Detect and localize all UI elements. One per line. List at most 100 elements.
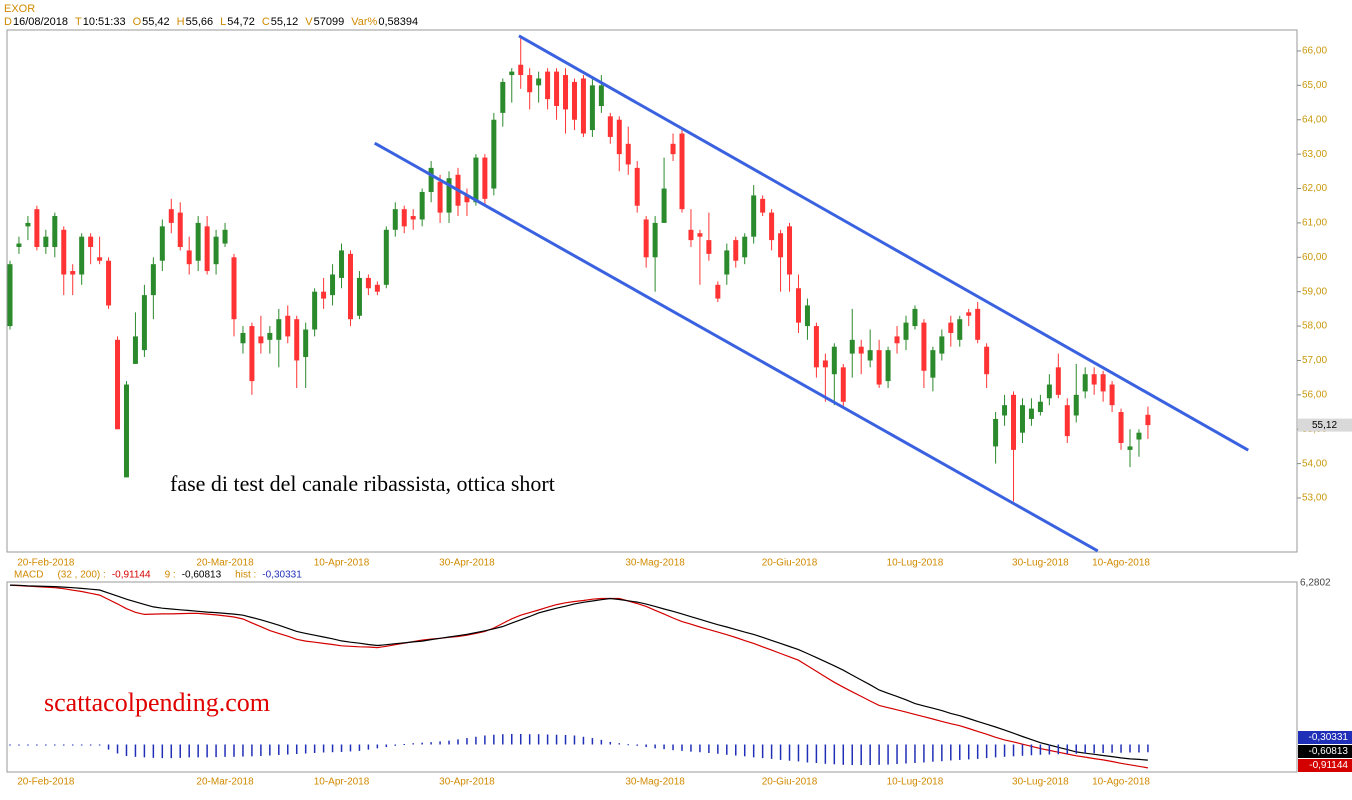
candle-body bbox=[894, 336, 900, 344]
candle-body bbox=[939, 336, 945, 354]
hist-bar bbox=[663, 744, 665, 750]
hist-bar bbox=[887, 744, 889, 765]
info-value: 55,12 bbox=[271, 16, 299, 28]
candle-body bbox=[706, 240, 712, 254]
candle-body bbox=[43, 236, 49, 247]
hist-bar bbox=[502, 734, 504, 745]
candle-body bbox=[822, 360, 828, 368]
candle-body bbox=[580, 78, 586, 134]
hist-bar bbox=[976, 744, 979, 759]
candle-body bbox=[787, 226, 793, 275]
candle-body bbox=[688, 229, 694, 241]
hist-bar bbox=[493, 734, 495, 745]
hist-bar bbox=[779, 744, 782, 760]
candle-body bbox=[437, 181, 443, 213]
candle-body bbox=[1109, 384, 1115, 406]
candle-body bbox=[652, 222, 658, 258]
candle-body bbox=[446, 178, 452, 213]
info-key: T bbox=[75, 16, 82, 28]
macd-title: MACD bbox=[14, 570, 43, 581]
hist-bar bbox=[618, 743, 621, 745]
legend-label: 9 : bbox=[165, 570, 176, 581]
hist-bar bbox=[340, 744, 343, 752]
candle-body bbox=[25, 222, 31, 227]
hist-bar bbox=[708, 744, 710, 753]
info-value: 57099 bbox=[314, 16, 345, 28]
info-key: H bbox=[177, 16, 185, 28]
candle-body bbox=[1055, 367, 1061, 395]
x-tick-label: 10-Apr-2018 bbox=[314, 558, 370, 569]
hist-bar bbox=[179, 744, 181, 758]
y-tick-label: 65,00 bbox=[1302, 80, 1327, 91]
y-tick-label: 58,00 bbox=[1302, 321, 1327, 332]
candle-body bbox=[1118, 412, 1124, 443]
hist-bar bbox=[519, 733, 522, 745]
annotation: fase di test del canale ribassista, otti… bbox=[170, 471, 555, 496]
hist-bar bbox=[735, 744, 737, 756]
candle-body bbox=[177, 212, 183, 247]
hist-bar bbox=[761, 744, 764, 759]
hist-bar bbox=[457, 739, 459, 745]
candle-body bbox=[213, 236, 219, 265]
hist-bar bbox=[699, 744, 701, 753]
candle-body bbox=[984, 346, 990, 375]
y-tick-label: 62,00 bbox=[1302, 183, 1327, 194]
candle-body bbox=[1037, 401, 1043, 413]
candle-body bbox=[813, 326, 819, 368]
hist-bar bbox=[932, 744, 934, 762]
candle-body bbox=[97, 257, 103, 261]
x-tick-label: 30-Apr-2018 bbox=[439, 558, 495, 569]
hist-bar bbox=[278, 744, 280, 756]
y-tick-label: 64,00 bbox=[1302, 114, 1327, 125]
last-price-label: 55,12 bbox=[1312, 420, 1337, 431]
info-value: 54,72 bbox=[227, 16, 255, 28]
candle-body bbox=[563, 75, 569, 110]
x-tick-label: 20-Mar-2018 bbox=[196, 558, 254, 569]
hist-bar bbox=[27, 744, 29, 746]
hist-bar bbox=[134, 744, 137, 757]
hist-bar bbox=[1066, 744, 1069, 755]
hist-bar bbox=[1093, 744, 1095, 754]
hist-bar bbox=[573, 735, 576, 745]
hist-bar bbox=[1012, 744, 1015, 757]
hist-bar bbox=[1003, 744, 1006, 757]
info-value: 0,58394 bbox=[378, 16, 418, 28]
candle-body bbox=[159, 226, 165, 261]
watermark: scattacolpending.com bbox=[44, 688, 270, 717]
candle-body bbox=[34, 209, 40, 247]
legend-value: -0,60813 bbox=[182, 570, 222, 581]
x-tick-label: 30-Mag-2018 bbox=[625, 777, 685, 788]
info-key: O bbox=[133, 16, 142, 28]
candle-body bbox=[1136, 432, 1142, 440]
info-value: 16/08/2018 bbox=[13, 16, 68, 28]
hist-bar bbox=[295, 744, 298, 755]
hist-bar bbox=[125, 744, 128, 757]
candle-body bbox=[589, 85, 595, 131]
hist-bar bbox=[636, 744, 638, 746]
candle-body bbox=[1002, 405, 1008, 416]
hist-bar bbox=[439, 741, 441, 745]
candle-body bbox=[168, 209, 174, 223]
candle-body bbox=[123, 384, 129, 478]
hist-bar bbox=[869, 744, 871, 766]
hist-bar bbox=[63, 744, 65, 746]
hist-bar bbox=[555, 734, 558, 745]
hist-bar bbox=[484, 735, 486, 745]
candle-body bbox=[1064, 405, 1070, 437]
x-tick-label: 10-Lug-2018 bbox=[887, 558, 944, 569]
candle-body bbox=[267, 332, 273, 340]
x-tick-label: 30-Mag-2018 bbox=[625, 558, 685, 569]
legend-value: -0,30331 bbox=[262, 570, 302, 581]
value-box bbox=[1298, 759, 1352, 772]
candle-body bbox=[1073, 394, 1079, 416]
candle-body bbox=[903, 322, 909, 340]
y-tick-label: 61,00 bbox=[1302, 218, 1327, 229]
candle-body bbox=[249, 326, 255, 382]
candle-body bbox=[1046, 384, 1052, 399]
candle-body bbox=[52, 216, 58, 247]
candle-body bbox=[1127, 446, 1133, 450]
candle-body bbox=[643, 219, 649, 258]
candle-body bbox=[231, 257, 237, 320]
hist-bar bbox=[833, 744, 836, 765]
hist-bar bbox=[116, 744, 119, 754]
